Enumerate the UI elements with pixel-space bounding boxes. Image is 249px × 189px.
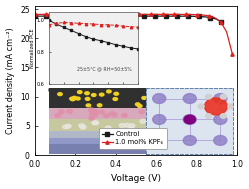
1.0 mol% KPF₆ [161,13,164,15]
1.0 mol% KPF₆ [68,13,71,15]
1.0 mol% KPF₆ [190,13,193,16]
1.0 mol% KPF₆ [115,13,118,15]
Control [55,15,58,17]
Control [110,15,113,17]
Y-axis label: Current density (mA cm⁻²): Current density (mA cm⁻²) [5,27,14,134]
Control [105,15,108,17]
Control [198,15,201,18]
1.0 mol% KPF₆ [184,13,187,15]
1.0 mol% KPF₆ [51,13,54,15]
1.0 mol% KPF₆ [208,15,211,17]
Control [93,15,96,17]
1.0 mol% KPF₆ [97,13,100,15]
1.0 mol% KPF₆ [225,31,228,33]
Control [154,15,157,17]
Control [77,15,80,17]
1.0 mol% KPF₆ [149,13,152,15]
1.0 mol% KPF₆ [173,13,176,15]
Control [50,15,53,17]
Control [61,15,63,17]
1.0 mol% KPF₆ [126,13,129,15]
1.0 mol% KPF₆ [74,13,77,15]
Control [99,15,102,17]
Control [137,15,140,17]
Control [143,15,146,17]
Control [71,15,74,17]
1.0 mol% KPF₆ [45,13,48,15]
Control [126,15,129,17]
Control [209,16,212,19]
1.0 mol% KPF₆ [62,13,65,15]
1.0 mol% KPF₆ [138,13,141,15]
Control [220,20,223,23]
Line: 1.0 mol% KPF₆: 1.0 mol% KPF₆ [33,13,234,56]
Control [132,15,135,17]
Control [192,15,195,17]
Control [187,15,190,17]
Legend: Control, 1.0 mol% KPF₆: Control, 1.0 mol% KPF₆ [99,128,167,149]
1.0 mol% KPF₆ [91,13,94,15]
Control [82,15,85,17]
X-axis label: Voltage (V): Voltage (V) [111,174,161,184]
1.0 mol% KPF₆ [33,13,36,15]
1.0 mol% KPF₆ [39,13,42,15]
1.0 mol% KPF₆ [144,13,147,15]
1.0 mol% KPF₆ [80,13,83,15]
1.0 mol% KPF₆ [196,14,199,16]
Control [170,15,173,17]
Line: Control: Control [33,15,223,23]
Control [39,15,42,17]
Control [116,15,119,17]
Control [88,15,91,17]
1.0 mol% KPF₆ [85,13,88,15]
Control [176,15,179,17]
Control [159,15,162,17]
Control [66,15,69,17]
1.0 mol% KPF₆ [167,13,170,15]
Control [121,15,124,17]
1.0 mol% KPF₆ [231,53,234,55]
1.0 mol% KPF₆ [179,13,182,15]
1.0 mol% KPF₆ [155,13,158,15]
1.0 mol% KPF₆ [202,14,205,16]
Control [33,15,36,17]
Control [148,15,151,17]
1.0 mol% KPF₆ [219,21,222,23]
1.0 mol% KPF₆ [120,13,123,15]
1.0 mol% KPF₆ [109,13,112,15]
Control [203,16,206,18]
1.0 mol% KPF₆ [103,13,106,15]
Control [44,15,47,17]
1.0 mol% KPF₆ [213,17,216,19]
1.0 mol% KPF₆ [56,13,59,15]
Control [181,15,184,17]
1.0 mol% KPF₆ [132,13,135,15]
Control [165,15,168,17]
Control [214,18,217,20]
